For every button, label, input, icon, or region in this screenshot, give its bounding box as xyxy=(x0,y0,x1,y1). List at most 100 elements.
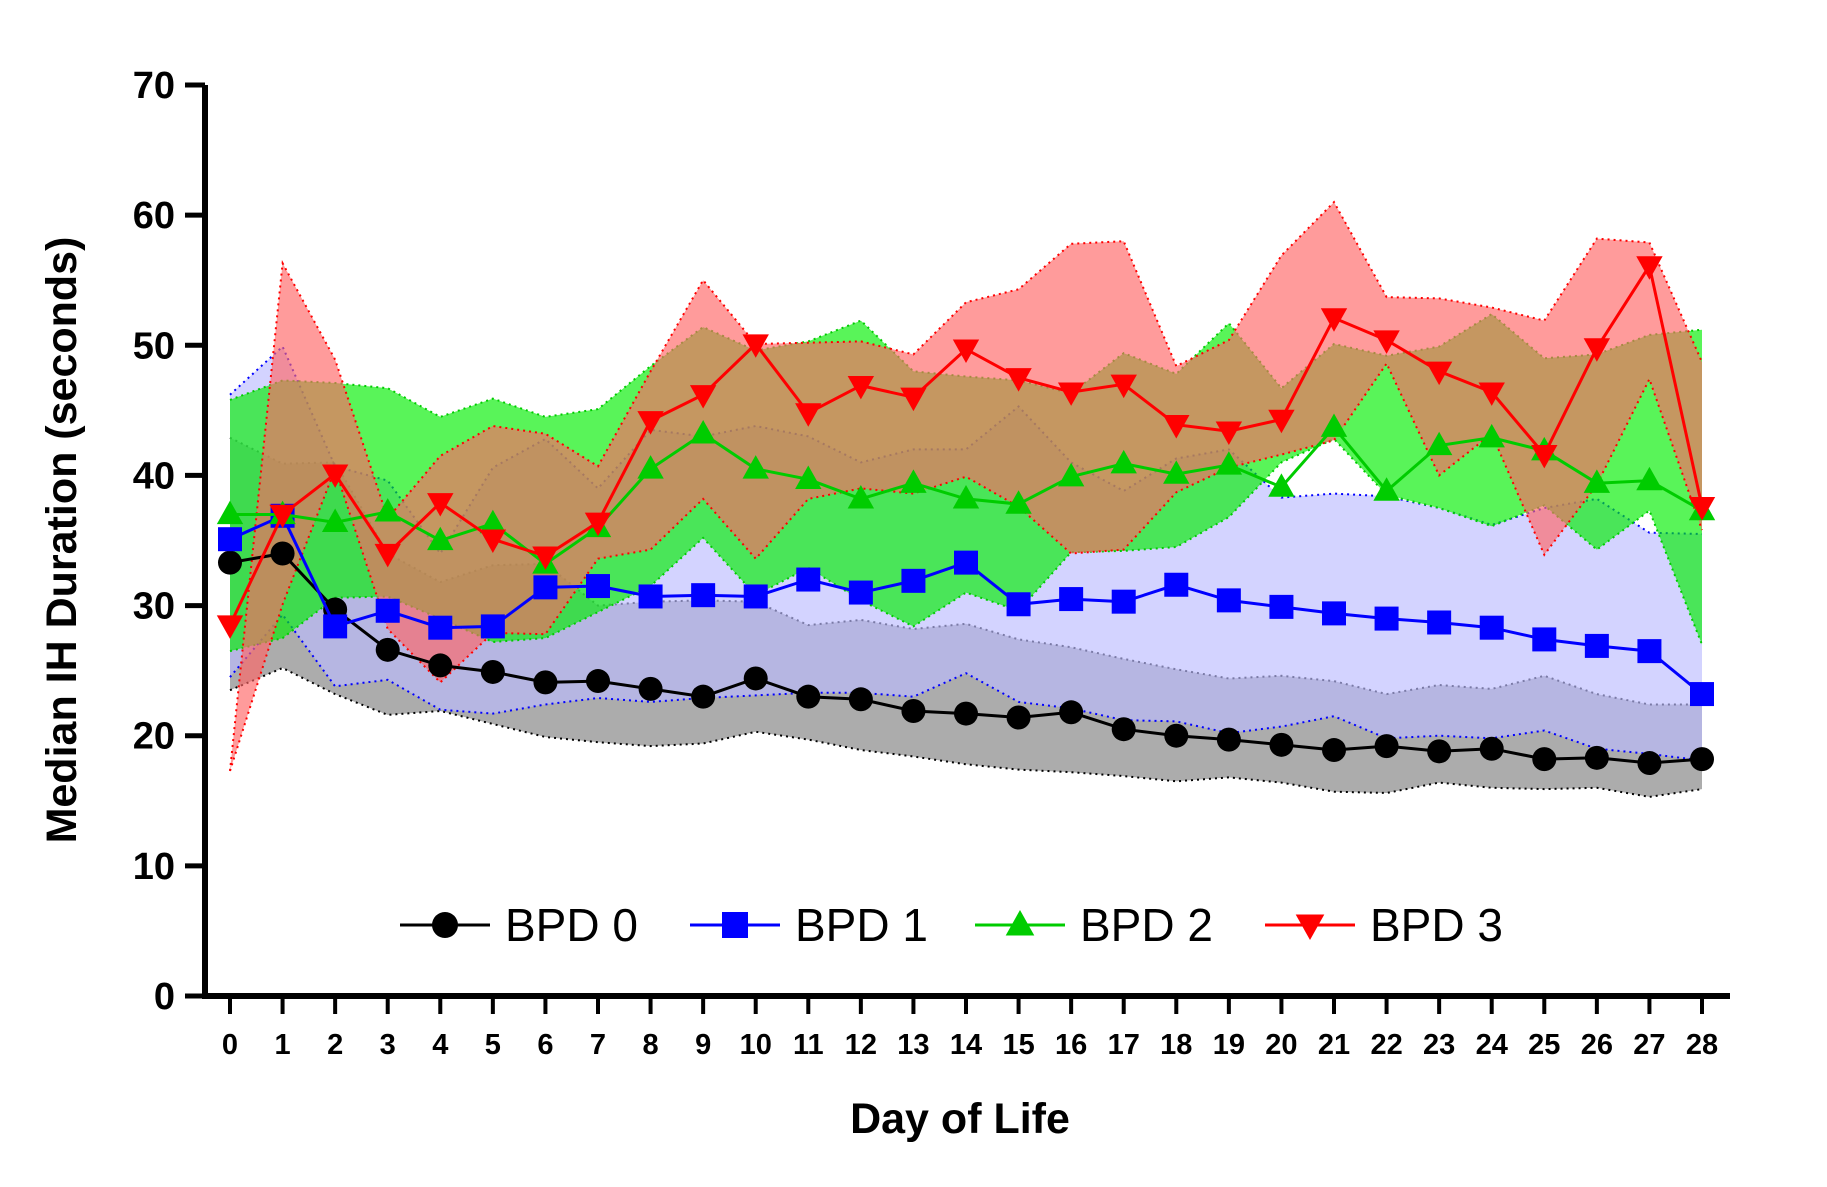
data-point xyxy=(1268,409,1295,434)
x-tick-label: 16 xyxy=(1055,1029,1087,1061)
data-point xyxy=(428,653,453,678)
data-point xyxy=(1688,497,1716,521)
data-point xyxy=(323,614,348,639)
data-point xyxy=(1322,601,1346,626)
data-point xyxy=(1690,747,1714,772)
data-point xyxy=(638,676,663,701)
data-point xyxy=(796,684,821,709)
x-tick-label: 2 xyxy=(327,1029,343,1061)
data-point xyxy=(742,455,769,479)
data-point xyxy=(216,615,244,639)
data-point xyxy=(479,509,507,534)
x-tick-label: 27 xyxy=(1633,1029,1665,1061)
data-point xyxy=(1425,431,1453,456)
data-point xyxy=(691,684,716,709)
band-upper-edge-2 xyxy=(229,312,1703,418)
data-point xyxy=(1373,477,1400,501)
data-point xyxy=(1425,361,1453,386)
x-tick-label: 13 xyxy=(897,1029,929,1061)
x-tick-label: 24 xyxy=(1476,1029,1508,1061)
legend-swatch-marker xyxy=(432,912,458,938)
data-point xyxy=(1057,462,1085,487)
x-tick-label: 28 xyxy=(1686,1029,1718,1061)
data-point xyxy=(637,455,664,479)
band-3 xyxy=(230,202,1702,771)
data-point xyxy=(374,543,401,568)
data-point xyxy=(1374,606,1399,631)
data-point xyxy=(1478,382,1505,406)
data-point xyxy=(321,464,349,488)
legend-item-0: BPD 0 xyxy=(400,899,638,951)
data-point xyxy=(533,575,558,600)
data-point xyxy=(952,339,980,363)
data-point xyxy=(1583,338,1611,362)
data-point xyxy=(1583,469,1611,493)
x-tick-label: 25 xyxy=(1528,1029,1560,1061)
x-tick-label: 26 xyxy=(1581,1029,1613,1061)
data-point xyxy=(954,550,978,575)
data-point xyxy=(742,334,769,358)
data-point xyxy=(901,568,926,593)
legend-item-3: BPD 3 xyxy=(1265,899,1503,951)
data-point xyxy=(1322,738,1346,763)
data-point xyxy=(1531,444,1558,469)
data-point xyxy=(1269,594,1294,619)
data-point xyxy=(1163,415,1190,439)
x-tick-label: 21 xyxy=(1318,1029,1350,1061)
x-tick-label: 15 xyxy=(1002,1029,1034,1061)
data-point xyxy=(1427,610,1452,635)
x-tick-label: 9 xyxy=(695,1029,711,1061)
data-point xyxy=(1636,466,1663,491)
y-tick-label: 0 xyxy=(154,976,175,1018)
data-point xyxy=(375,598,400,623)
data-point xyxy=(848,580,873,605)
data-point xyxy=(1216,727,1241,752)
data-point xyxy=(1111,717,1136,742)
data-point xyxy=(900,387,927,412)
data-point xyxy=(216,500,244,525)
x-tick-label: 1 xyxy=(275,1029,291,1061)
data-point xyxy=(1532,747,1557,772)
legend-label: BPD 2 xyxy=(1080,899,1213,951)
data-point xyxy=(479,529,507,553)
data-point xyxy=(218,527,242,552)
data-point xyxy=(1164,723,1189,748)
data-point xyxy=(952,485,980,509)
legend-label: BPD 0 xyxy=(505,899,638,951)
data-point xyxy=(1059,587,1084,612)
y-tick-label: 10 xyxy=(133,846,175,888)
x-tick-label: 12 xyxy=(845,1029,877,1061)
data-point xyxy=(321,508,349,532)
data-point xyxy=(637,411,664,435)
x-tick-label: 3 xyxy=(380,1029,396,1061)
data-point xyxy=(1215,451,1243,475)
x-tick-label: 10 xyxy=(740,1029,772,1061)
data-point xyxy=(1215,421,1243,445)
data-point xyxy=(901,698,926,723)
data-point xyxy=(1373,330,1400,354)
data-point xyxy=(795,465,822,489)
data-point xyxy=(796,567,821,592)
data-point xyxy=(480,659,505,684)
data-point xyxy=(480,614,505,639)
data-point xyxy=(427,526,454,551)
data-point xyxy=(1110,449,1137,474)
legend-label: BPD 3 xyxy=(1370,899,1503,951)
data-point xyxy=(795,403,822,427)
x-tick-label: 11 xyxy=(793,1029,824,1061)
data-point xyxy=(743,584,768,609)
legend-swatch-marker xyxy=(722,912,748,938)
data-point xyxy=(1110,374,1137,399)
data-point xyxy=(1006,592,1031,617)
x-tick-label: 8 xyxy=(643,1029,659,1061)
data-point xyxy=(1584,745,1609,770)
data-point xyxy=(638,584,663,609)
data-point xyxy=(1005,368,1032,392)
data-point xyxy=(1006,705,1031,730)
y-tick-label: 60 xyxy=(133,195,175,237)
legend-swatch-marker xyxy=(1295,914,1325,940)
y-tick-label: 20 xyxy=(133,716,175,758)
x-tick-label: 5 xyxy=(485,1029,501,1061)
